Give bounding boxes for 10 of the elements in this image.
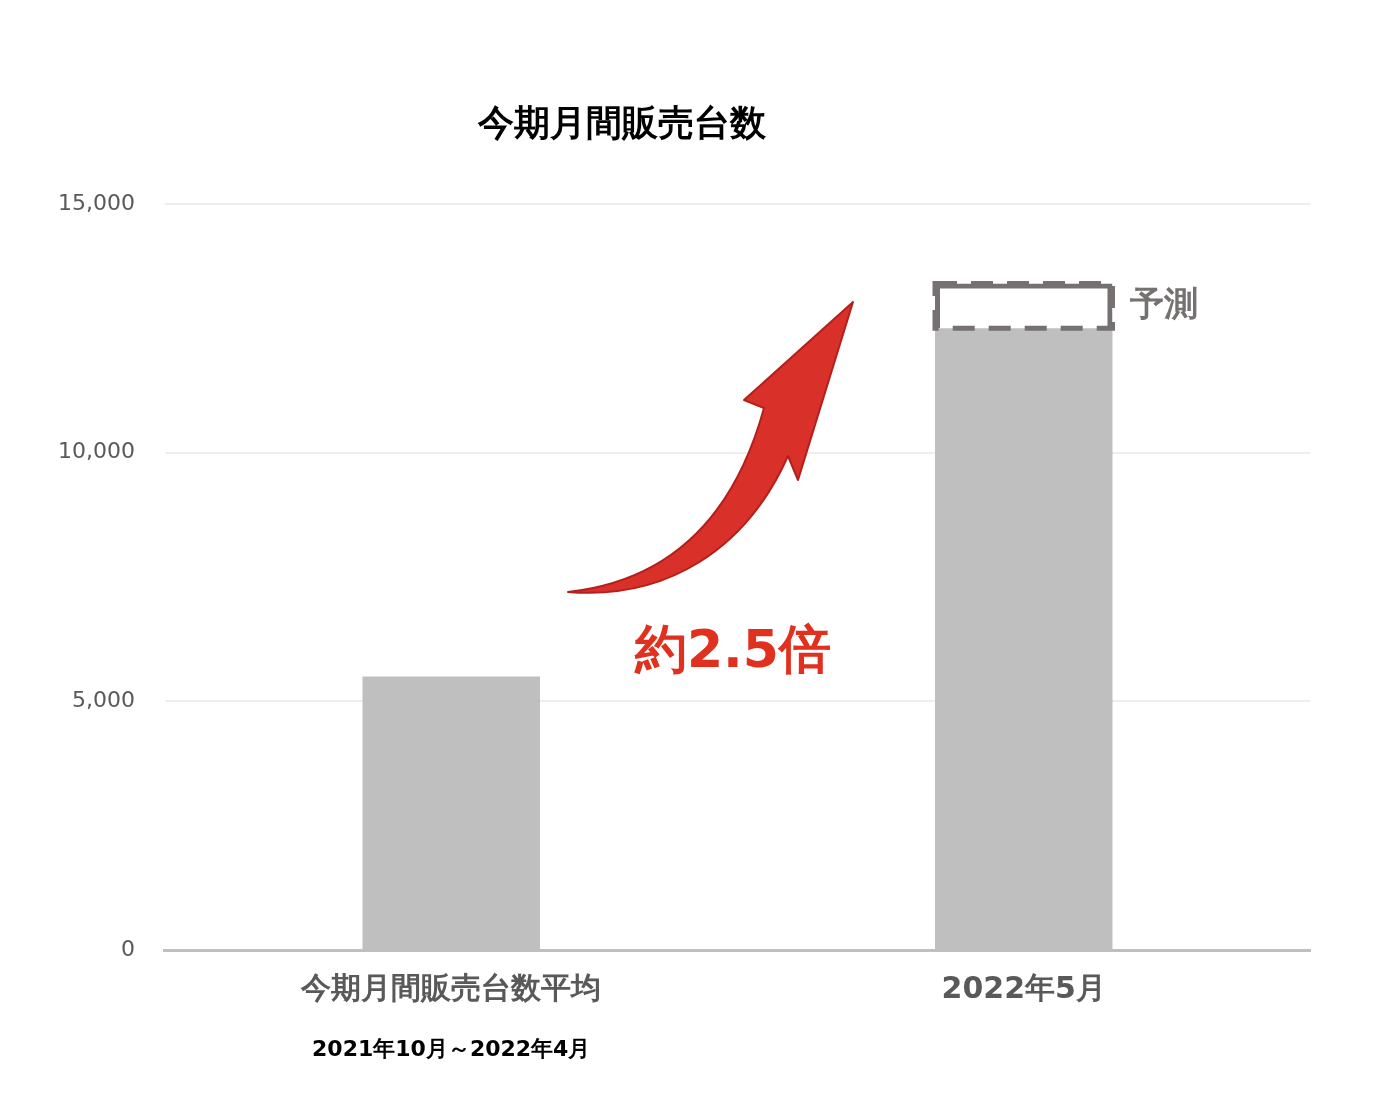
text: 2021年10月～2022年4月 [312,1035,591,1061]
y-tick-label: 0 [120,935,135,961]
legend-label: 予測 [1129,282,1199,323]
x-tick-label: 2022年5月 [941,969,1106,1005]
annotation: 約2.5倍 [633,618,832,679]
x-tick-label: 今期月間販売台数平均 [300,969,602,1005]
chart-title: 今期月間販売台数 [477,102,767,144]
y-tick-label: 15,000 [57,189,135,215]
y-tick-label: 10,000 [57,438,135,464]
y-tick-label: 5,000 [71,687,135,713]
